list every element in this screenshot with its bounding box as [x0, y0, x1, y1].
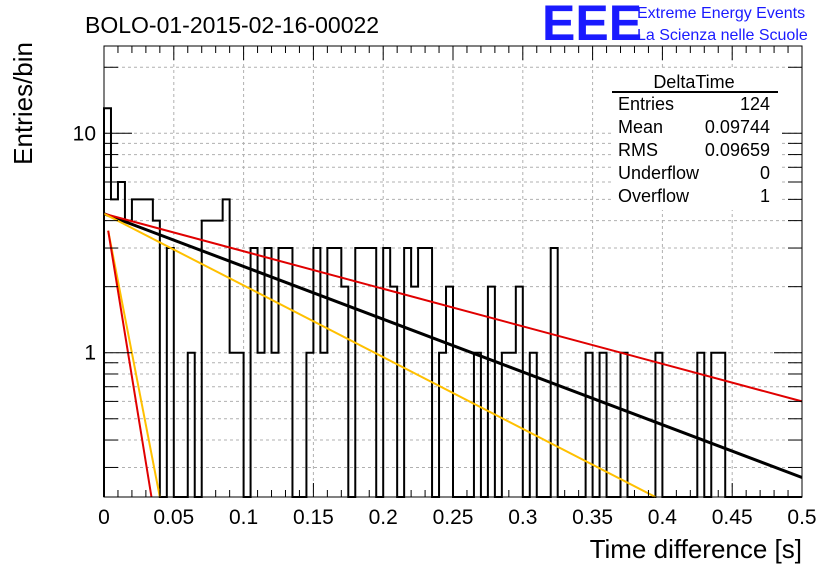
stats-row-label: Underflow — [618, 163, 700, 183]
stats-row-label: Overflow — [618, 186, 690, 206]
stats-box-title: DeltaTime — [653, 72, 734, 92]
x-tick-label: 0.2 — [369, 506, 398, 529]
stats-row-label: Mean — [618, 117, 663, 137]
x-tick-label: 0.25 — [433, 506, 474, 529]
x-axis-title: Time difference [s] — [590, 534, 802, 564]
stats-row-value: 124 — [740, 94, 770, 114]
stats-row-value: 0.09744 — [705, 117, 770, 137]
stats-row-value: 0.09659 — [705, 140, 770, 160]
eee-logo-line2: La Scienza nelle Scuole — [637, 27, 808, 44]
eee-logo-mark: EEE — [542, 0, 642, 51]
eee-logo: EEE Extreme Energy Events La Scienza nel… — [542, 0, 808, 51]
stats-rows: Entries 124 Mean 0.09744 RMS 0.09659Underflow… — [618, 94, 770, 206]
fit-line-4 — [107, 230, 161, 498]
stats-box: DeltaTime Entries 124 Mean 0.09744 RMS 0.0965… — [612, 70, 782, 210]
canvas-title: BOLO-01-2015-02-16-00022 — [85, 12, 379, 38]
x-tick-label: 0.45 — [712, 506, 753, 529]
stats-row-label: RMS — [618, 140, 658, 160]
x-tick-label: 0 — [98, 506, 110, 529]
x-tick-label: 0.5 — [787, 506, 816, 529]
x-tick-label: 0.1 — [229, 506, 258, 529]
fit-line-5 — [107, 230, 153, 498]
y-axis-title: Entries/bin — [8, 42, 38, 165]
stats-row-value: 1 — [760, 186, 770, 206]
x-tick-label: 0.35 — [572, 506, 613, 529]
stats-row-label: Entries — [618, 94, 674, 114]
x-tick-label: 0.4 — [648, 506, 678, 529]
axis-ticks — [103, 46, 803, 497]
fit-lines — [103, 212, 803, 498]
stats-box-bg — [612, 70, 782, 210]
fit-line-2 — [103, 212, 803, 403]
fit-line-1 — [103, 212, 803, 479]
x-tick-label: 0.3 — [508, 506, 537, 529]
fit-line-3 — [103, 212, 656, 498]
stats-row-value: 0 — [760, 163, 770, 183]
x-tick-label: 0.15 — [293, 506, 334, 529]
y-tick-label: 1 — [84, 342, 96, 365]
x-tick-label: 0.05 — [153, 506, 194, 529]
y-tick-label: 10 — [73, 122, 96, 145]
eee-logo-line1: Extreme Energy Events — [637, 5, 805, 22]
